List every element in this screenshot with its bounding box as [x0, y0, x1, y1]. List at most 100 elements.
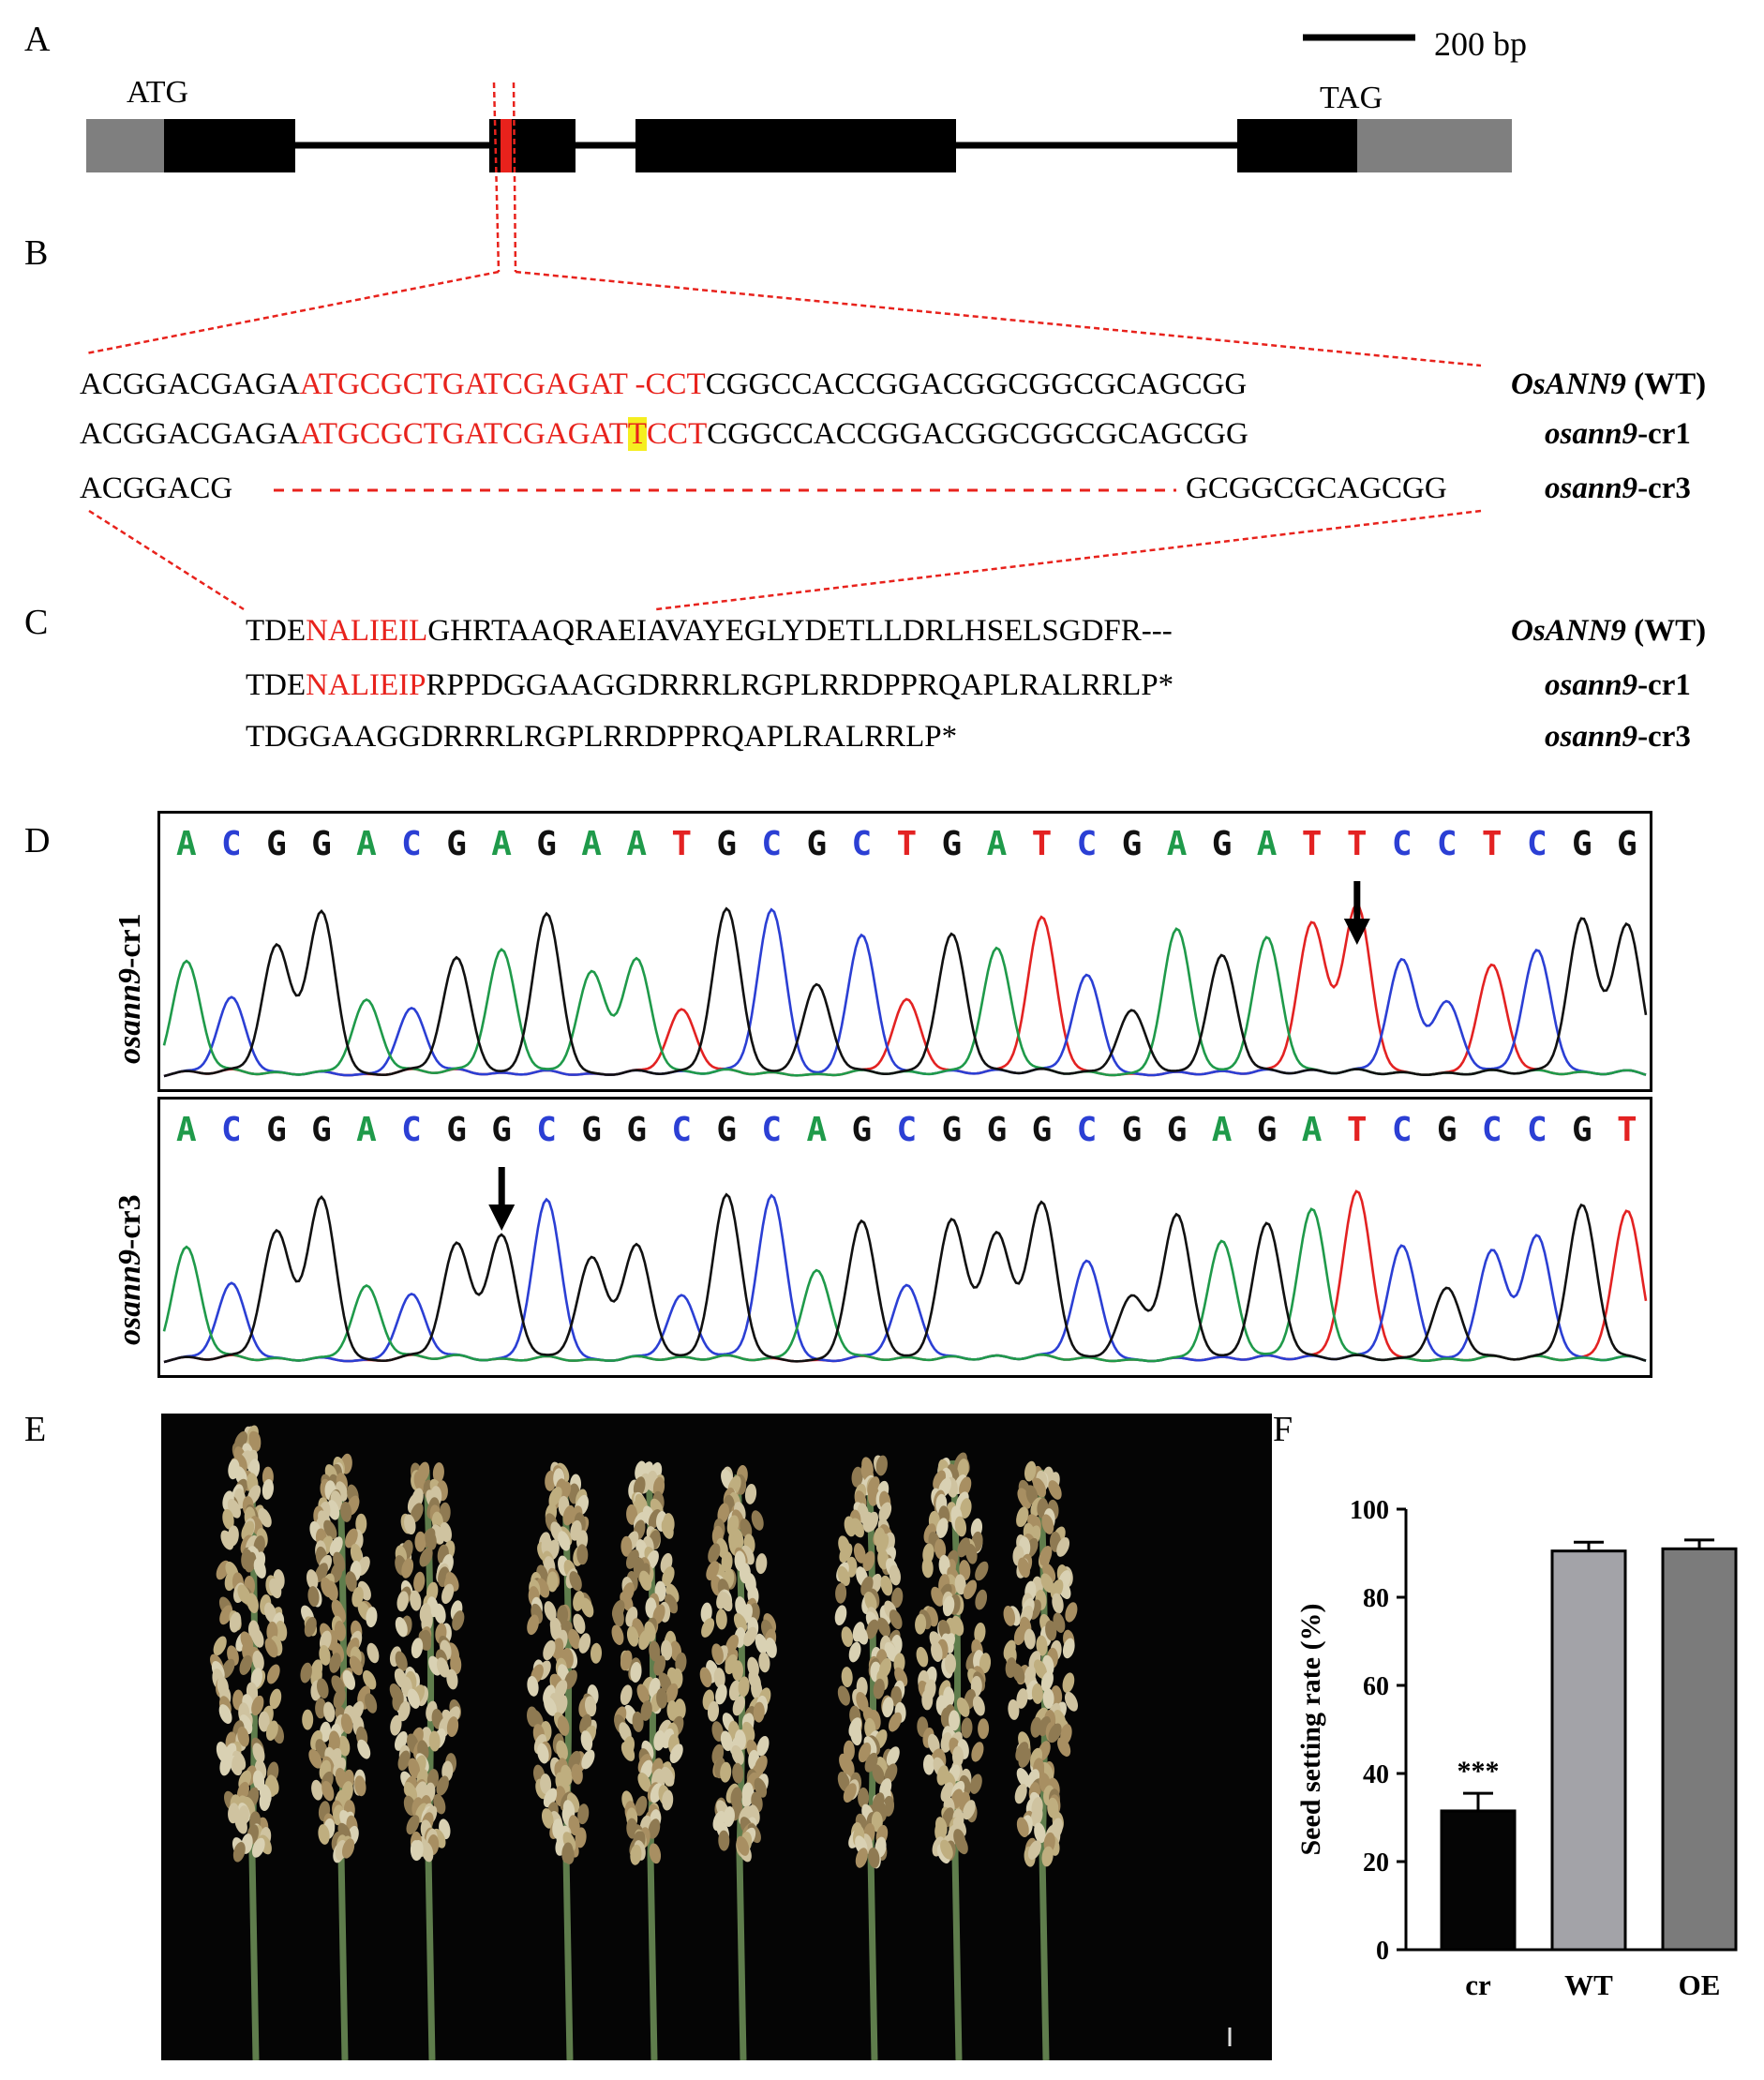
trace-T [163, 902, 1647, 1078]
base-call: G [446, 825, 467, 863]
base-call: G [266, 1111, 287, 1149]
protein-label-cr3: osann9-cr3 [1545, 720, 1691, 754]
scale-label: 200 bp [1434, 25, 1527, 63]
panel-label-f: F [1273, 1410, 1293, 1449]
base-call: C [221, 1111, 242, 1149]
base-call: G [1256, 1111, 1278, 1149]
base-call: A [1256, 825, 1278, 863]
x-tick-label: cr [1465, 1968, 1491, 2001]
base-call: G [536, 825, 557, 863]
trace-A [162, 927, 1647, 1077]
base-call: G [311, 825, 332, 863]
base-call: G [941, 825, 963, 863]
chrom-label-cr1: osann9-cr1 [112, 913, 147, 1064]
base-call: C [1076, 825, 1098, 863]
base-call: C [221, 825, 242, 863]
mutation-arrow [1343, 881, 1370, 945]
trace-G [163, 1192, 1647, 1364]
base-call: G [581, 1111, 602, 1149]
protein-seq-wt: TDENALIEILGHRTAAQRAEIAVAYEGLYDETLLDRLHSE… [246, 614, 1173, 648]
trace-C [163, 907, 1647, 1078]
base-call: G [266, 825, 287, 863]
base-call: A [176, 1111, 197, 1149]
base-call: G [1571, 1111, 1592, 1149]
y-tick-label: 80 [1363, 1584, 1389, 1613]
panicle [300, 1453, 380, 2061]
protein-label-cr1: osann9-cr1 [1545, 668, 1691, 702]
utr-5-prime [86, 119, 166, 172]
target-site [501, 119, 512, 172]
base-call: A [491, 825, 512, 863]
exon-4 [1237, 119, 1357, 172]
trace-C [163, 1193, 1647, 1364]
y-tick-label: 40 [1363, 1760, 1389, 1789]
panicle [527, 1461, 603, 2061]
dna-seq-cr3-left: ACGGACG [80, 471, 233, 505]
y-tick-label: 0 [1376, 1937, 1389, 1966]
base-call: G [626, 1111, 647, 1149]
base-call: C [851, 825, 873, 863]
chrom-label-cr3: osann9-cr3 [112, 1194, 147, 1345]
panicle [1003, 1460, 1078, 2061]
base-call: G [1166, 1111, 1188, 1149]
utr-3-prime [1354, 119, 1512, 172]
base-call: T [671, 825, 693, 863]
base-call: T [1031, 825, 1053, 863]
start-codon-label: ATG [127, 75, 189, 110]
x-tick-label: WT [1564, 1968, 1613, 2001]
base-call: C [1391, 1111, 1413, 1149]
base-call: G [851, 1111, 873, 1149]
stop-codon-label: TAG [1320, 81, 1383, 115]
x-tick-label: OE [1679, 1968, 1721, 2001]
base-call: A [176, 825, 197, 863]
protein-label-wt: OsANN9 (WT) [1511, 614, 1707, 648]
base-call: C [1481, 1111, 1502, 1149]
bar-OE [1661, 1547, 1738, 1952]
base-call: C [401, 1111, 422, 1149]
trace-G [163, 906, 1648, 1078]
base-call: C [761, 1111, 783, 1149]
panel-label-b: B [24, 233, 49, 273]
base-call: G [941, 1111, 963, 1149]
y-axis-label: Seed setting rate (%) [1295, 1603, 1326, 1855]
base-call: G [716, 825, 738, 863]
base-call: A [806, 1111, 828, 1149]
base-call: T [1481, 825, 1502, 863]
seed-setting-chart: 0 20 40 60 80 100 Seed setting rate (%) cr *** WT… [1295, 1496, 1738, 2001]
chrom-trace-cr3 [162, 1167, 1648, 1364]
base-call: C [1391, 825, 1413, 863]
base-call: A [626, 825, 647, 863]
base-call: A [581, 825, 602, 863]
base-call: G [1211, 825, 1233, 863]
base-call: C [1526, 825, 1547, 863]
dna-seq-wt: ACGGACGAGAATGCGCTGATCGAGAT -CCTCGGCCACCG… [80, 367, 1248, 401]
y-tick-label: 60 [1363, 1672, 1389, 1701]
panicle [210, 1425, 288, 2061]
base-call: G [311, 1111, 332, 1149]
dna-label-cr1: osann9-cr1 [1545, 417, 1691, 451]
base-call: G [491, 1111, 512, 1149]
base-call: G [1571, 825, 1592, 863]
base-call: A [356, 825, 377, 863]
base-call: T [1346, 1111, 1368, 1149]
base-call: A [1301, 1111, 1323, 1149]
base-call: A [986, 825, 1008, 863]
inserted-base: T [627, 417, 648, 451]
dna-seq-cr3-right: GCGGCGCAGCGG [1186, 471, 1447, 505]
protein-seq-cr1: TDENALIEIPRPPDGGAAGGDRRRLRGPLRRDPPRQAPLR… [246, 668, 1174, 702]
base-call: C [401, 825, 422, 863]
panicle [915, 1452, 992, 2061]
panicle [611, 1460, 687, 2061]
panicle-illustration [210, 1425, 1232, 2061]
base-call: G [716, 1111, 738, 1149]
dna-seq-cr1: ACGGACGAGAATGCGCTGATCGAGATTCCTCGGCCACCGG… [80, 417, 1248, 451]
exon-3 [635, 119, 956, 172]
base-call: C [896, 1111, 918, 1149]
bar-cr [1440, 1809, 1517, 1952]
panicle-photo [161, 1414, 1272, 2061]
base-call: G [1121, 825, 1143, 863]
base-call: C [1076, 1111, 1098, 1149]
